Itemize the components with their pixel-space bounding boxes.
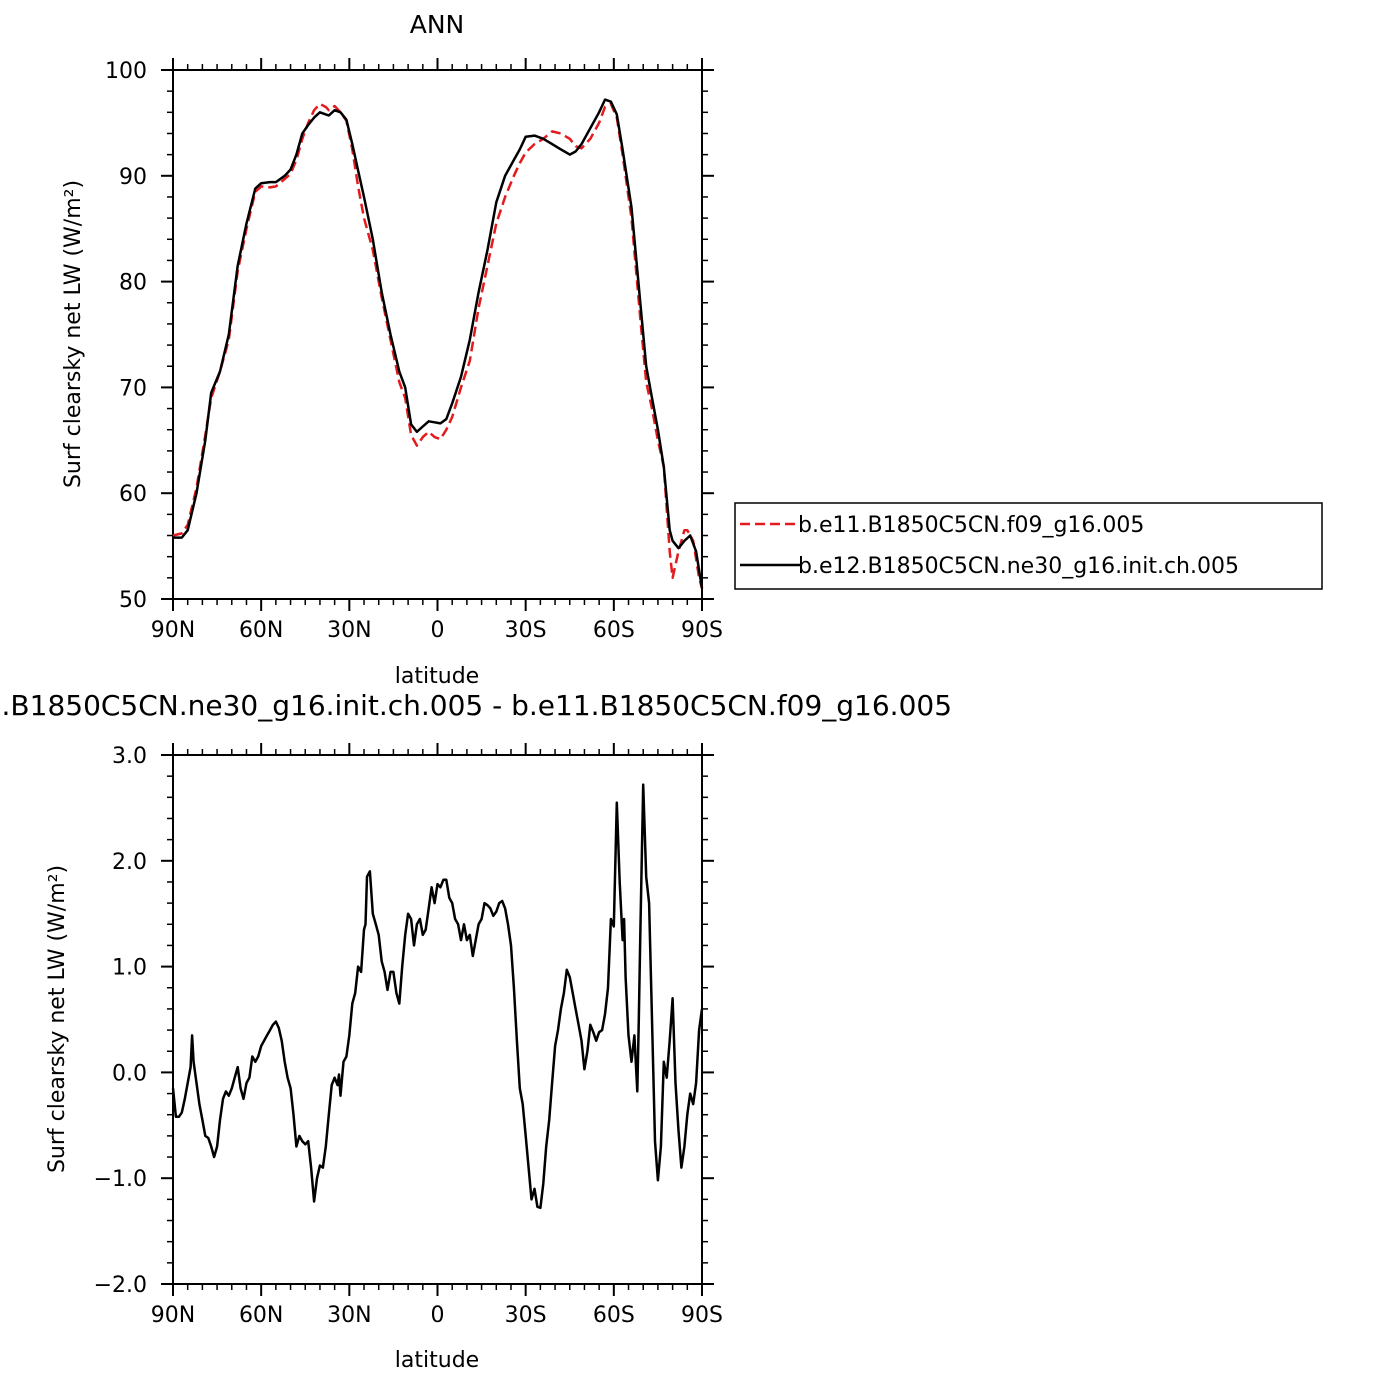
y-tick-label: 90 [119,165,147,190]
legend-label-ne30: b.e12.B1850C5CN.ne30_g16.init.ch.005 [798,554,1239,579]
x-tick-label: 30S [505,618,547,643]
x-tick-label: 30S [505,1303,547,1328]
bottom-ticks: 90N 60N 30N 0 30S 60S 90S −2.0 −1.0 0.0 1.0 2.0 3.0 [94,743,723,1328]
x-tick-label: 60S [593,618,635,643]
bottom-series-group [171,783,704,1210]
series-line-0-0 [172,102,704,589]
top-x-axis-label: latitude [395,664,479,689]
legend: b.e11.B1850C5CN.f09_g16.005 b.e12.B1850C… [734,502,1323,590]
bottom-chart-title: b.e12.B1850C5CN.ne30_g16.init.ch.005 - b… [0,689,952,722]
y-tick-label: 0.0 [112,1061,147,1086]
top-ticks: 90N 60N 30N 0 30S 60S 90S 50 60 70 80 90 100 [105,58,723,643]
y-tick-label: −2.0 [94,1273,147,1298]
top-y-axis-label: Surf clearsky net LW (W/m²) [61,180,86,488]
y-tick-label: 1.0 [112,956,147,981]
top-chart-title: ANN [410,10,465,39]
bottom-panel: b.e12.B1850C5CN.ne30_g16.init.ch.005 - b… [0,689,952,1373]
top-panel: ANN 90N 60N 30N 0 30S 60S 90S 50 60 70 80 90 100 lat… [61,10,1323,689]
bottom-plot-frame [172,754,703,1285]
x-tick-label: 90S [681,1303,723,1328]
y-tick-label: 2.0 [112,850,147,875]
y-tick-label: 60 [119,482,147,507]
legend-box [734,502,1323,590]
series-line-1-0 [171,783,704,1210]
y-tick-label: 70 [119,376,147,401]
x-tick-label: 60S [593,1303,635,1328]
y-tick-label: 3.0 [112,744,147,769]
y-tick-label: −1.0 [94,1167,147,1192]
x-tick-label: 30N [327,618,371,643]
x-tick-label: 30N [327,1303,371,1328]
top-series-group [172,98,704,589]
x-tick-label: 60N [239,618,283,643]
y-tick-label: 80 [119,271,147,296]
x-tick-label: 90N [151,1303,195,1328]
x-tick-label: 0 [431,1303,445,1328]
x-tick-label: 90N [151,618,195,643]
bottom-x-axis-label: latitude [395,1348,479,1373]
x-tick-label: 90S [681,618,723,643]
x-tick-label: 60N [239,1303,283,1328]
y-tick-label: 50 [119,588,147,613]
bottom-y-axis-label: Surf clearsky net LW (W/m²) [45,865,70,1173]
x-tick-label: 0 [431,618,445,643]
series-line-0-1 [173,98,704,589]
y-tick-label: 100 [105,59,147,84]
legend-label-f09: b.e11.B1850C5CN.f09_g16.005 [798,513,1144,538]
